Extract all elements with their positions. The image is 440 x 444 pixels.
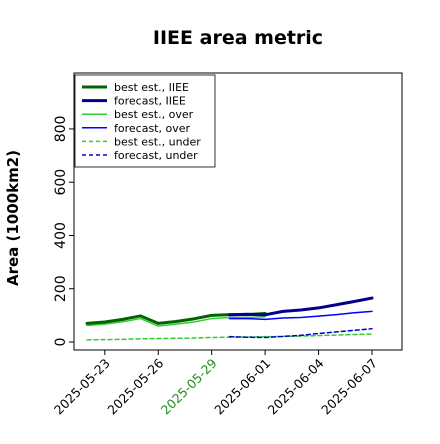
- y-tick-label: 600: [53, 169, 69, 196]
- legend-box: [74, 74, 216, 168]
- y-tick-label: 200: [53, 275, 69, 302]
- x-tick-label: 2025-05-29: [158, 355, 220, 417]
- x-tick-label: 2025-06-07: [318, 356, 380, 418]
- series-line-3: [228, 310, 373, 321]
- y-tick-label: 400: [53, 222, 69, 249]
- chart-title: IIEE area metric: [153, 27, 323, 49]
- legend-label: best est., IIEE: [114, 81, 189, 94]
- y-axis-label: Area (1000km2): [4, 150, 22, 286]
- series-line-5: [228, 327, 373, 339]
- y-tick-label: 800: [53, 116, 69, 143]
- series-line-2: [86, 315, 266, 327]
- series-lines: [85, 296, 374, 341]
- x-tick-label: 2025-05-26: [104, 355, 166, 417]
- x-tick-label: 2025-05-23: [51, 356, 113, 418]
- legend-label: forecast, under: [114, 149, 198, 162]
- legend-label: best est., over: [114, 108, 194, 121]
- legend-label: forecast, over: [114, 122, 190, 135]
- series-line-1: [228, 296, 374, 317]
- legend-label: best est., under: [114, 135, 201, 148]
- x-tick-label: 2025-06-04: [265, 355, 327, 417]
- plot-frame: [73, 72, 403, 351]
- legend-label: forecast, IIEE: [114, 95, 186, 108]
- x-tick-label: 2025-06-01: [211, 356, 273, 418]
- y-tick-label: 0: [53, 338, 69, 347]
